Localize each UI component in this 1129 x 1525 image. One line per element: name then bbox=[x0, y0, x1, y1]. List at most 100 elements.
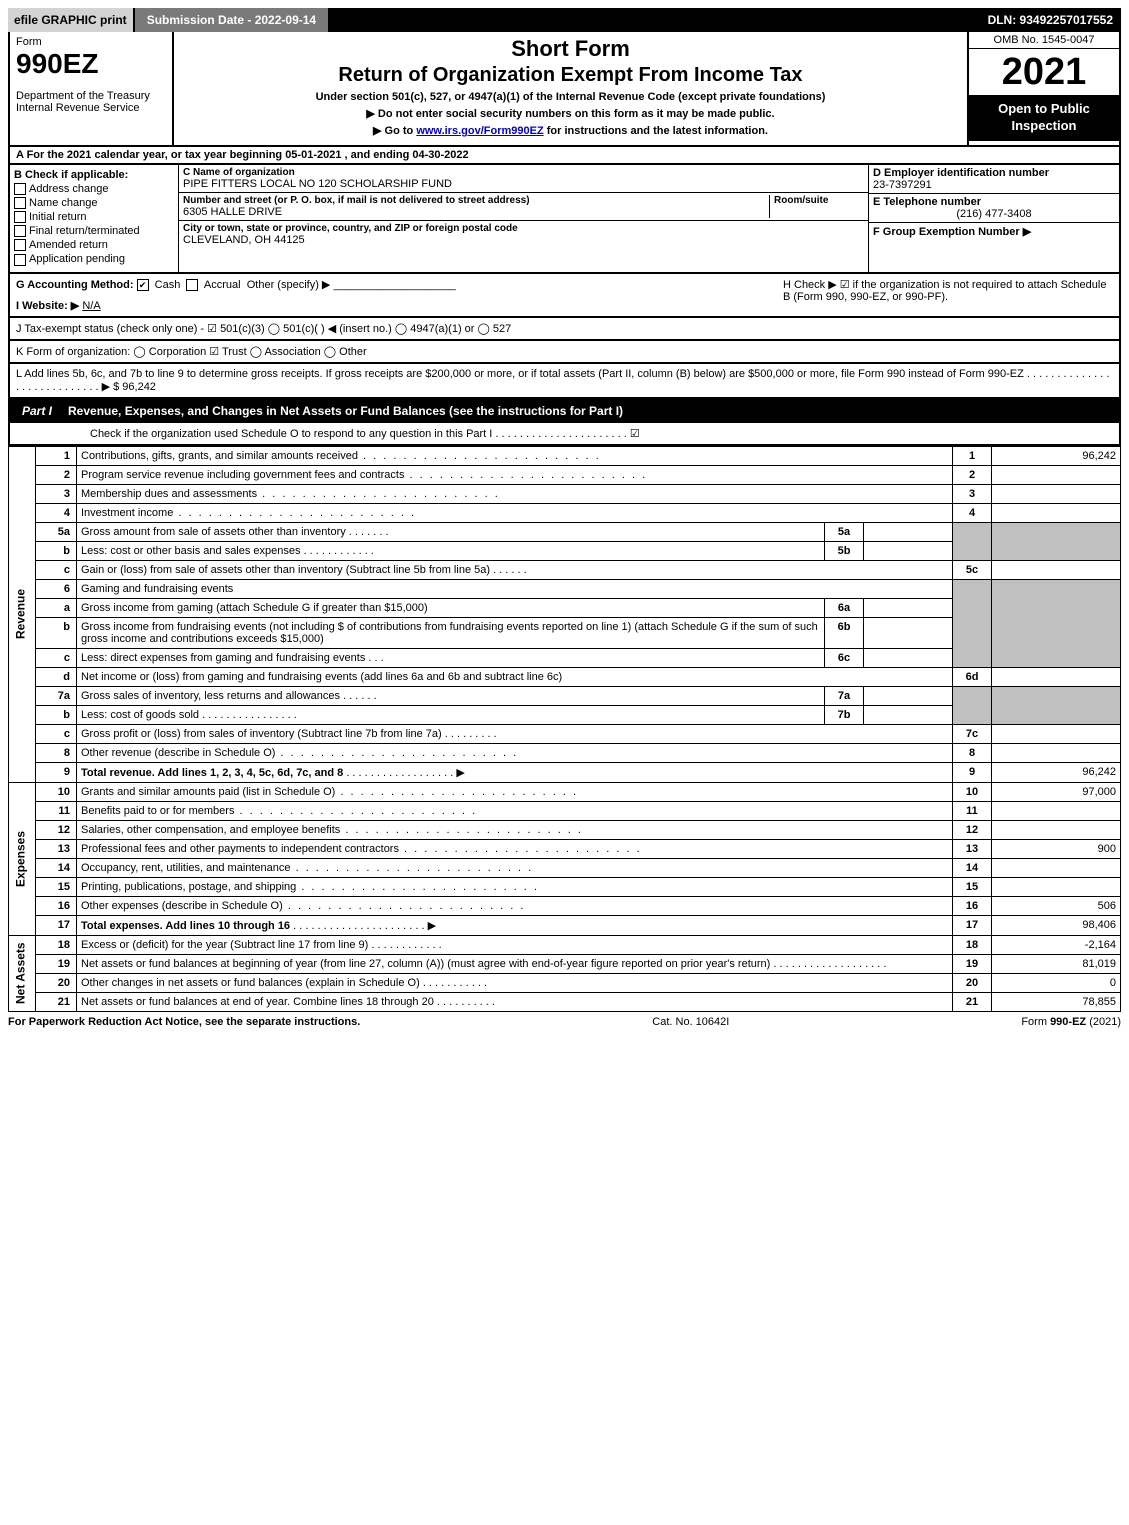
section-b: B Check if applicable: Address change Na… bbox=[10, 165, 179, 272]
line-21-desc: Net assets or fund balances at end of ye… bbox=[81, 996, 434, 1008]
section-a: A For the 2021 calendar year, or tax yea… bbox=[8, 147, 1121, 165]
line-21-no: 21 bbox=[36, 992, 77, 1011]
expenses-label: Expenses bbox=[9, 782, 36, 935]
line-7b-sub: 7b bbox=[825, 705, 864, 724]
line-6c-subamt bbox=[864, 648, 953, 667]
line-11-desc: Benefits paid to or for members bbox=[81, 805, 234, 817]
line-16-num: 16 bbox=[953, 896, 992, 915]
line-18-num: 18 bbox=[953, 935, 992, 954]
line-20-amt: 0 bbox=[992, 973, 1121, 992]
line-5a-desc: Gross amount from sale of assets other t… bbox=[81, 526, 346, 538]
c-city-label: City or town, state or province, country… bbox=[183, 223, 864, 234]
phone: (216) 477-3408 bbox=[873, 208, 1115, 220]
chk-accrual[interactable] bbox=[186, 279, 198, 291]
opt-cash: Cash bbox=[155, 279, 181, 291]
line-6d-num: 6d bbox=[953, 667, 992, 686]
open-public: Open to Public Inspection bbox=[969, 95, 1119, 141]
line-4-num: 4 bbox=[953, 503, 992, 522]
efile-print-button[interactable]: efile GRAPHIC print bbox=[8, 8, 133, 32]
form-id-block: Form 990EZ Department of the Treasury In… bbox=[10, 32, 174, 145]
chk-application-pending[interactable] bbox=[14, 254, 26, 266]
line-1-desc: Contributions, gifts, grants, and simila… bbox=[81, 450, 358, 462]
line-16-amt: 506 bbox=[992, 896, 1121, 915]
line-6b-desc: Gross income from fundraising events (no… bbox=[77, 617, 825, 648]
line-10-no: 10 bbox=[36, 782, 77, 801]
line-5c-amt bbox=[992, 560, 1121, 579]
b-label: B Check if applicable: bbox=[14, 169, 174, 181]
l-value: 96,242 bbox=[122, 381, 156, 393]
line-2-num: 2 bbox=[953, 465, 992, 484]
line-3-num: 3 bbox=[953, 484, 992, 503]
line-5c-num: 5c bbox=[953, 560, 992, 579]
line-9-num: 9 bbox=[953, 762, 992, 782]
line-11-no: 11 bbox=[36, 801, 77, 820]
line-18-desc: Excess or (deficit) for the year (Subtra… bbox=[81, 939, 368, 951]
part1-header: Part I Revenue, Expenses, and Changes in… bbox=[8, 399, 1121, 423]
line-13-no: 13 bbox=[36, 839, 77, 858]
ein: 23-7397291 bbox=[873, 179, 1115, 191]
chk-amended-return[interactable] bbox=[14, 239, 26, 251]
line-21-num: 21 bbox=[953, 992, 992, 1011]
lines-table: Revenue 1 Contributions, gifts, grants, … bbox=[8, 446, 1121, 1012]
chk-final-return[interactable] bbox=[14, 225, 26, 237]
line-6b-subamt bbox=[864, 617, 953, 648]
topbar: efile GRAPHIC print Submission Date - 20… bbox=[8, 8, 1121, 32]
line-3-desc: Membership dues and assessments bbox=[81, 488, 257, 500]
chk-initial-return[interactable] bbox=[14, 211, 26, 223]
line-17-desc: Total expenses. Add lines 10 through 16 bbox=[81, 920, 290, 932]
info-grid: B Check if applicable: Address change Na… bbox=[8, 165, 1121, 274]
line-15-no: 15 bbox=[36, 877, 77, 896]
line-14-amt bbox=[992, 858, 1121, 877]
line-5c-desc: Gain or (loss) from sale of assets other… bbox=[81, 564, 490, 576]
line-20-desc: Other changes in net assets or fund bala… bbox=[81, 977, 420, 989]
line-9-no: 9 bbox=[36, 762, 77, 782]
org-city: CLEVELAND, OH 44125 bbox=[183, 234, 864, 246]
line-8-desc: Other revenue (describe in Schedule O) bbox=[81, 747, 275, 759]
chk-address-change[interactable] bbox=[14, 183, 26, 195]
line-10-desc: Grants and similar amounts paid (list in… bbox=[81, 786, 335, 798]
dept-label: Department of the Treasury Internal Reve… bbox=[16, 90, 166, 114]
irs-link[interactable]: www.irs.gov/Form990EZ bbox=[416, 125, 543, 137]
line-18-no: 18 bbox=[36, 935, 77, 954]
section-def: D Employer identification number 23-7397… bbox=[869, 165, 1119, 272]
l-text: L Add lines 5b, 6c, and 7b to line 9 to … bbox=[16, 368, 1109, 393]
i-label: I Website: ▶ bbox=[16, 300, 79, 312]
footer-right: Form 990-EZ (2021) bbox=[1021, 1016, 1121, 1028]
line-15-amt bbox=[992, 877, 1121, 896]
line-5b-sub: 5b bbox=[825, 541, 864, 560]
website: N/A bbox=[82, 300, 100, 312]
chk-cash[interactable]: ✔ bbox=[137, 279, 149, 291]
line-15-num: 15 bbox=[953, 877, 992, 896]
line-6b-no: b bbox=[36, 617, 77, 648]
line-6b-sub: 6b bbox=[825, 617, 864, 648]
line-6c-desc: Less: direct expenses from gaming and fu… bbox=[81, 652, 365, 664]
line-1-no: 1 bbox=[36, 446, 77, 465]
line-6a-no: a bbox=[36, 598, 77, 617]
line-13-desc: Professional fees and other payments to … bbox=[81, 843, 399, 855]
line-5b-desc: Less: cost or other basis and sales expe… bbox=[81, 545, 301, 557]
line-7a-sub: 7a bbox=[825, 686, 864, 705]
section-i: I Website: ▶ N/A bbox=[16, 299, 775, 312]
instr-link: ▶ Go to www.irs.gov/Form990EZ for instru… bbox=[182, 124, 959, 137]
line-2-amt bbox=[992, 465, 1121, 484]
line-19-desc: Net assets or fund balances at beginning… bbox=[81, 958, 770, 970]
line-7c-no: c bbox=[36, 724, 77, 743]
line-4-desc: Investment income bbox=[81, 507, 173, 519]
line-4-amt bbox=[992, 503, 1121, 522]
org-street: 6305 HALLE DRIVE bbox=[183, 206, 769, 218]
chk-name-change[interactable] bbox=[14, 197, 26, 209]
line-7b-desc: Less: cost of goods sold bbox=[81, 709, 199, 721]
line-7a-desc: Gross sales of inventory, less returns a… bbox=[81, 690, 340, 702]
row-gh: G Accounting Method: ✔ Cash Accrual Othe… bbox=[8, 274, 1121, 318]
line-7b-subamt bbox=[864, 705, 953, 724]
line-6c-sub: 6c bbox=[825, 648, 864, 667]
e-label: E Telephone number bbox=[873, 196, 1115, 208]
opt-address-change: Address change bbox=[29, 183, 109, 195]
short-form-title: Short Form bbox=[182, 36, 959, 62]
line-13-num: 13 bbox=[953, 839, 992, 858]
f-label: F Group Exemption Number ▶ bbox=[873, 225, 1115, 238]
opt-other: Other (specify) ▶ bbox=[247, 279, 331, 291]
section-l: L Add lines 5b, 6c, and 7b to line 9 to … bbox=[8, 364, 1121, 399]
line-13-amt: 900 bbox=[992, 839, 1121, 858]
line-1-amt: 96,242 bbox=[992, 446, 1121, 465]
